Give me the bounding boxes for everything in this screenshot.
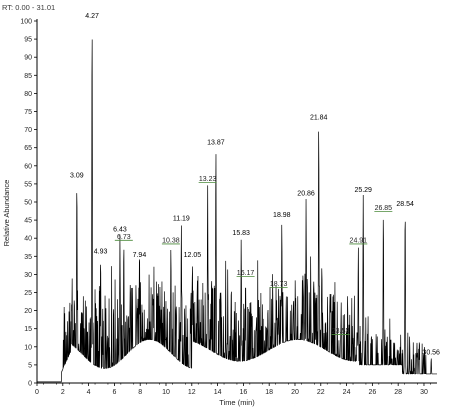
x-tick-label: 28 — [394, 389, 402, 396]
peak-label: 6.43 — [113, 227, 127, 234]
peak-labels-group: 3.09 4.27 4.93 6.436.73 7.94 10.38 11.19 12.05 1… — [70, 13, 440, 357]
peak-label: 23.53 — [332, 328, 350, 335]
peak-label: 12.05 — [184, 252, 202, 259]
y-tick-label: 80 — [24, 91, 32, 98]
x-tick-label: 24 — [343, 389, 351, 396]
x-tick-label: 12 — [188, 389, 196, 396]
x-tick-label: 8 — [138, 389, 142, 396]
x-tick-label: 4 — [87, 389, 91, 396]
rt-range-label: RT: 0.00 - 31.01 — [2, 3, 56, 12]
y-axis-label: Relative Abundance — [2, 180, 11, 247]
peak-label: 4.93 — [94, 248, 108, 255]
y-tick-label: 45 — [24, 218, 32, 225]
y-tick-label: 55 — [24, 181, 32, 188]
peak-label: 10.38 — [162, 237, 180, 244]
y-tick-label: 10 — [24, 344, 32, 351]
peak-label: 6.73 — [117, 234, 131, 241]
peak-label: 18.73 — [270, 281, 288, 288]
peak-label: 28.54 — [396, 201, 414, 208]
peak-label: 20.86 — [297, 190, 315, 197]
y-tick-label: 50 — [24, 200, 32, 207]
peak-label: 3.09 — [70, 172, 84, 179]
x-tick-label: 2 — [61, 389, 65, 396]
chromatogram-trace — [37, 39, 437, 383]
x-tick-label: 16 — [239, 389, 247, 396]
x-tick-label: 6 — [112, 389, 116, 396]
peak-label: 24.91 — [350, 237, 368, 244]
x-tick-label: 18 — [265, 389, 273, 396]
y-tick-label: 70 — [24, 127, 32, 134]
x-tick-label: 14 — [214, 389, 222, 396]
x-tick-label: 30 — [420, 389, 428, 396]
x-axis-label: Time (min) — [219, 398, 255, 407]
peak-label: 11.19 — [173, 216, 190, 223]
x-tick-label: 22 — [317, 389, 325, 396]
x-tick-label: 10 — [162, 389, 170, 396]
y-tick-label: 20 — [24, 308, 32, 315]
peak-label: 15.83 — [232, 230, 250, 237]
peak-label: 7.94 — [133, 252, 147, 259]
peak-label: 16.17 — [237, 270, 255, 277]
peak-label: 13.23 — [199, 176, 217, 183]
axes-group: 0510152025303540455055606570758085909510… — [20, 19, 437, 396]
y-tick-label: 95 — [24, 37, 32, 44]
x-tick-label: 20 — [291, 389, 299, 396]
y-tick-label: 60 — [24, 163, 32, 170]
peak-label: 30.56 — [422, 350, 440, 357]
peak-label: 26.85 — [375, 205, 393, 212]
y-tick-label: 0 — [28, 381, 32, 388]
y-tick-label: 5 — [28, 362, 32, 369]
peak-label: 4.27 — [85, 13, 99, 20]
peak-label: 18.98 — [273, 212, 291, 219]
peak-label: 13.87 — [207, 140, 225, 147]
y-tick-label: 15 — [24, 326, 32, 333]
peak-label: 21.84 — [310, 114, 328, 121]
y-tick-label: 40 — [24, 236, 32, 243]
peak-label: 25.29 — [354, 187, 372, 194]
y-tick-label: 25 — [24, 290, 32, 297]
y-tick-label: 90 — [24, 55, 32, 62]
y-tick-label: 75 — [24, 109, 32, 116]
y-tick-label: 65 — [24, 145, 32, 152]
y-tick-label: 30 — [24, 272, 32, 279]
y-tick-label: 35 — [24, 254, 32, 261]
x-tick-label: 26 — [368, 389, 376, 396]
y-tick-label: 85 — [24, 73, 32, 80]
trace-path — [37, 39, 437, 383]
y-tick-label: 100 — [20, 19, 32, 26]
x-tick-label: 0 — [35, 389, 39, 396]
